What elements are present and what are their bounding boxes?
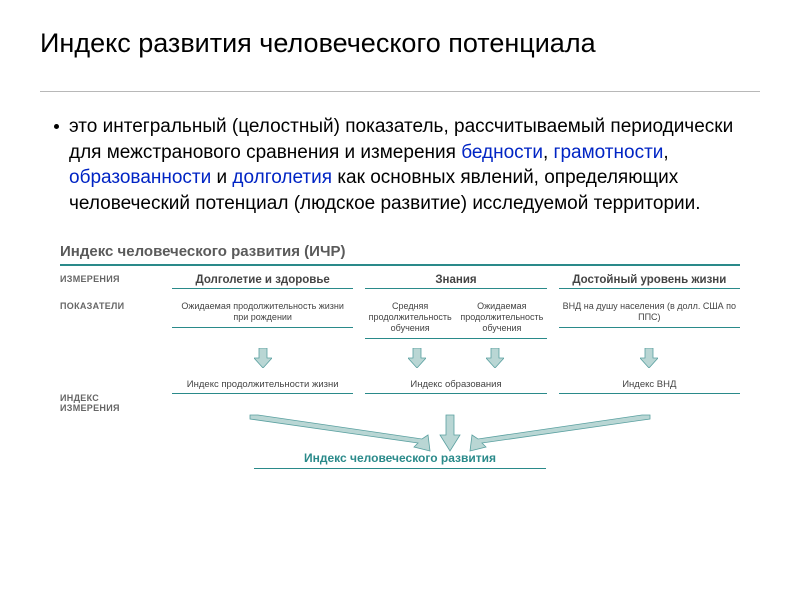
ind-schooling: Средняя продолжительность обучения Ожида… [365,301,546,340]
dim-living: Достойный уровень жизни [559,274,740,289]
hdi-diagram: Индекс человеческого развития (ИЧР) ИЗМЕ… [60,243,740,476]
dim-health: Долголетие и здоровье [172,274,353,289]
row-label-index: ИНДЕКС ИЗМЕРЕНИЯ [60,377,160,413]
diagram-rule [60,264,740,266]
text-fragment: и [211,167,232,188]
ind-life-expectancy: Ожидаемая продолжительность жизни при ро… [172,301,353,329]
row-label-indicators: ПОКАЗАТЕЛИ [60,301,160,340]
row-label-dimensions: ИЗМЕРЕНИЯ [60,274,160,293]
diagram-title: Индекс человеческого развития (ИЧР) [60,243,740,260]
idx-gni: Индекс ВНД [559,377,740,394]
text-fragment: , [663,142,668,163]
diagram-grid: ИЗМЕРЕНИЯ Долголетие и здоровье Знания Д… [60,274,740,414]
converge-arrows-icon [60,413,740,453]
idx-life: Индекс продолжительности жизни [172,377,353,394]
ind-mean-schooling: Средняя продолжительность обучения [367,301,453,335]
bullet-item: это интегральный (целостный) показатель,… [40,114,760,217]
link-longevity[interactable]: долголетия [232,167,332,188]
final-hdi-label: Индекс человеческого развития [254,451,546,469]
idx-education: Индекс образования [365,377,546,394]
diagram-final-row: Индекс человеческого развития [60,413,740,475]
link-poverty[interactable]: бедности [461,142,543,163]
bullet-text: это интегральный (целостный) показатель,… [69,114,760,217]
ind-gni: ВНД на душу населения (в долл. США по ПП… [559,301,740,329]
bullet-dot-icon [54,124,59,129]
title-underline [40,91,760,92]
link-education[interactable]: образованности [69,167,211,188]
text-fragment: , [543,142,554,163]
ind-expected-schooling: Ожидаемая продолжительность обучения [459,301,545,335]
link-literacy[interactable]: грамотности [554,142,664,163]
page-title: Индекс развития человеческого потенциала [40,28,760,59]
arrow-down-icon [172,347,353,369]
arrow-pair-icon [365,347,546,369]
arrow-down-icon [559,347,740,369]
dim-knowledge: Знания [365,274,546,289]
